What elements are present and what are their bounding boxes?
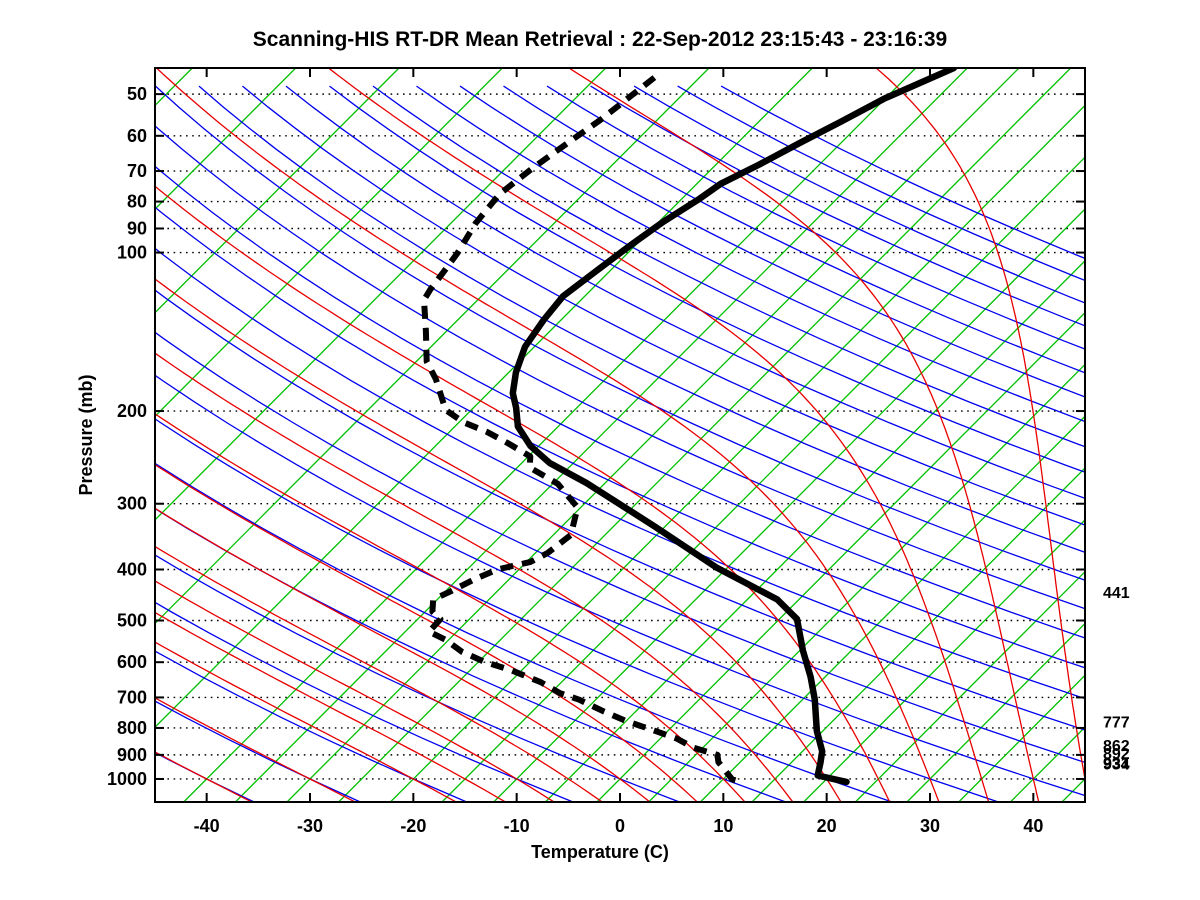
chart-title: Scanning-HIS RT-DR Mean Retrieval : 22-S…	[252, 28, 948, 51]
y-tick-label: 70	[127, 161, 147, 181]
x-tick-label: 20	[817, 816, 837, 836]
level-label: 441	[1103, 585, 1130, 602]
y-tick-label: 1000	[107, 769, 147, 789]
x-tick-label: -10	[504, 816, 530, 836]
x-tick-label: 40	[1023, 816, 1043, 836]
level-label: 934	[1103, 756, 1130, 773]
x-tick-label: -20	[400, 816, 426, 836]
x-tick-label: -30	[297, 816, 323, 836]
level-label: 892	[1103, 746, 1130, 763]
y-tick-label: 90	[127, 218, 147, 238]
x-tick-label: -40	[194, 816, 220, 836]
y-tick-label: 500	[117, 611, 147, 631]
level-label: 931	[1103, 756, 1130, 773]
y-tick-label: 100	[117, 243, 147, 263]
x-tick-label: 0	[615, 816, 625, 836]
y-tick-label: 700	[117, 687, 147, 707]
y-tick-label: 200	[117, 401, 147, 421]
x-tick-label: 10	[713, 816, 733, 836]
level-label: 862	[1103, 738, 1130, 755]
y-tick-label: 50	[127, 84, 147, 104]
y-tick-label: 60	[127, 126, 147, 146]
y-tick-label: 900	[117, 745, 147, 765]
y-tick-label: 400	[117, 559, 147, 579]
level-label: 777	[1103, 714, 1130, 731]
y-tick-label: 800	[117, 718, 147, 738]
x-tick-label: 30	[920, 816, 940, 836]
y-tick-label: 600	[117, 652, 147, 672]
y-tick-label: 80	[127, 192, 147, 212]
y-axis-title: Pressure (mb)	[76, 374, 96, 495]
x-axis-title: Temperature (C)	[531, 842, 669, 862]
y-tick-label: 300	[117, 494, 147, 514]
